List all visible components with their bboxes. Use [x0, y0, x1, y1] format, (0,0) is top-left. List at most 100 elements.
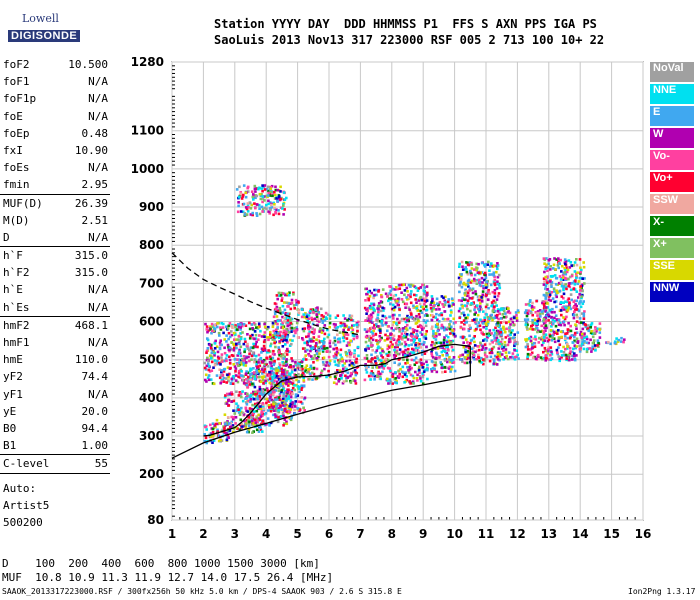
echo-point: [283, 355, 286, 359]
echo-point: [250, 190, 254, 193]
echo-point: [265, 401, 268, 405]
echo-point: [247, 355, 250, 359]
echo-point: [232, 331, 236, 335]
echo-point: [260, 335, 264, 338]
echo-point: [263, 184, 267, 187]
echo-point: [203, 361, 206, 365]
echo-point: [236, 338, 239, 341]
echo-point: [349, 381, 353, 384]
echo-point: [220, 322, 223, 325]
echo-point: [239, 337, 243, 341]
echo-point: [345, 353, 348, 357]
echo-point: [551, 336, 554, 340]
echo-point: [333, 339, 337, 343]
echo-point: [245, 361, 248, 364]
echo-point: [536, 314, 539, 317]
legend-item: X-: [650, 216, 694, 236]
echo-point: [542, 309, 546, 312]
echo-point: [274, 188, 278, 192]
echo-point: [275, 197, 278, 200]
echo-point: [542, 336, 546, 339]
echo-point: [467, 329, 471, 333]
echo-point: [543, 305, 546, 308]
echo-point: [399, 367, 402, 371]
echo-point: [565, 266, 568, 269]
echo-point: [261, 402, 265, 405]
echo-point: [369, 317, 372, 320]
echo-point: [404, 335, 407, 339]
echo-point: [380, 294, 383, 297]
echo-point: [406, 338, 410, 341]
echo-point: [552, 263, 556, 267]
echo-point: [419, 379, 423, 383]
echo-point: [255, 418, 258, 422]
echo-point: [290, 371, 294, 374]
echo-point: [355, 357, 358, 361]
echo-point: [240, 370, 243, 373]
echo-point: [306, 371, 309, 374]
echo-point: [553, 257, 556, 260]
echo-point: [549, 329, 553, 332]
echo-point: [433, 342, 436, 345]
echo-point: [500, 342, 504, 346]
echo-point: [274, 368, 278, 371]
echo-point: [321, 350, 325, 353]
echo-point: [210, 369, 214, 372]
echo-point: [557, 329, 560, 332]
echo-point: [548, 335, 552, 338]
echo-point: [590, 347, 594, 351]
echo-point: [419, 286, 423, 289]
echo-point: [250, 414, 253, 417]
echo-point: [287, 410, 291, 413]
echo-point: [262, 344, 266, 348]
echo-point: [220, 380, 224, 383]
echo-point: [450, 297, 454, 300]
echo-point: [424, 324, 428, 328]
echo-point: [448, 365, 451, 369]
echo-point: [397, 369, 400, 373]
echo-point: [424, 335, 427, 338]
echo-point: [274, 320, 278, 323]
echo-point: [410, 315, 413, 319]
echo-point: [239, 210, 243, 213]
auto-program: Artist5: [3, 499, 50, 512]
echo-point: [260, 388, 264, 391]
echo-point: [376, 313, 380, 317]
echo-point: [283, 316, 286, 320]
echo-point: [267, 210, 270, 213]
echo-point: [467, 285, 470, 288]
echo-point: [215, 418, 219, 422]
echo-point: [251, 211, 254, 215]
echo-point: [283, 368, 287, 372]
echo-point: [416, 325, 420, 328]
echo-point: [386, 336, 389, 339]
echo-point: [289, 402, 292, 406]
y-tick-label: 1280: [131, 55, 164, 69]
echo-point: [213, 327, 217, 331]
echo-point: [526, 348, 530, 351]
echo-point: [303, 347, 307, 350]
echo-point: [440, 323, 444, 327]
echo-point: [256, 394, 260, 398]
echo-point: [326, 313, 330, 316]
echo-point: [279, 197, 283, 201]
echo-point: [499, 307, 503, 310]
echo-point: [227, 436, 230, 439]
echo-point: [279, 415, 283, 418]
echo-point: [262, 381, 265, 385]
echo-point: [320, 314, 324, 317]
echo-point: [488, 342, 492, 346]
echo-point: [384, 333, 387, 337]
echo-point: [226, 434, 230, 438]
echo-point: [334, 363, 338, 367]
echo-point: [315, 338, 318, 341]
echo-point: [280, 326, 283, 329]
echo-point: [336, 348, 339, 351]
echo-point: [332, 347, 335, 351]
x-tick-label: 10: [446, 527, 463, 541]
echo-point: [509, 331, 513, 334]
echo-point: [399, 337, 403, 340]
echo-point: [267, 199, 270, 203]
echo-point: [380, 336, 383, 340]
parameter-value: N/A: [88, 230, 108, 244]
